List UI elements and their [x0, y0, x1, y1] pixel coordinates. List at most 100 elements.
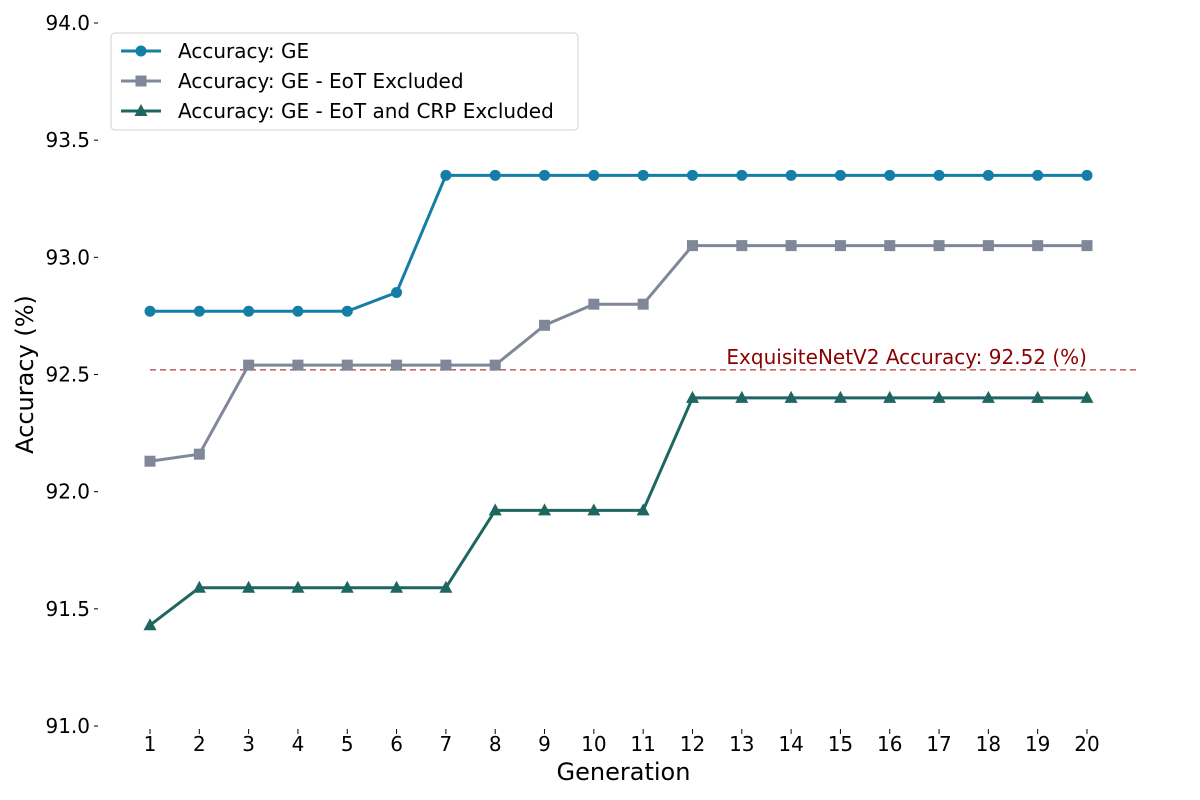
- data-point: [637, 169, 649, 181]
- series-2: [144, 240, 1093, 467]
- data-point: [243, 305, 255, 317]
- y-tick-label: 94.0: [45, 11, 90, 35]
- data-point: [785, 169, 797, 181]
- x-tick-label: 18: [976, 732, 1001, 756]
- data-point: [784, 390, 798, 403]
- x-axis: 1 2 3 4 5 6 7 8 9 10 11 12 13 14 15 16 17 18 19 20: [144, 729, 1100, 756]
- data-point: [637, 298, 649, 310]
- data-point: [144, 455, 156, 467]
- data-point: [636, 503, 650, 516]
- data-point: [340, 580, 354, 593]
- series-3: [143, 390, 1094, 631]
- data-point: [193, 448, 205, 460]
- x-tick-label: 10: [581, 732, 606, 756]
- reference-line-group: ExquisiteNetV2 Accuracy: 92.52 (%): [150, 345, 1137, 371]
- x-tick-label: 12: [680, 732, 705, 756]
- data-point: [982, 240, 994, 252]
- x-tick-label: 8: [489, 732, 502, 756]
- x-tick-label: 16: [877, 732, 902, 756]
- legend-entry: Accuracy: GE - EoT and CRP Excluded: [121, 99, 554, 123]
- x-tick-label: 9: [538, 732, 551, 756]
- x-tick-label: 20: [1074, 732, 1099, 756]
- reference-line-label: ExquisiteNetV2 Accuracy: 92.52 (%): [726, 345, 1087, 369]
- series-line: [150, 173, 1087, 313]
- series-line: [149, 244, 1087, 463]
- x-tick-label: 17: [926, 732, 951, 756]
- x-tick-label: 6: [390, 732, 403, 756]
- x-tick-label: 4: [292, 732, 305, 756]
- legend-entry: Accuracy: GE: [121, 39, 309, 63]
- x-tick-label: 2: [193, 732, 206, 756]
- series-line: [149, 396, 1087, 627]
- data-point: [933, 169, 945, 181]
- y-axis-title: Accuracy (%): [11, 295, 39, 454]
- data-point: [539, 169, 551, 181]
- y-axis: 91.0 91.5 92.0 92.5 93.0 93.5 94.0: [45, 11, 98, 738]
- data-point: [489, 359, 501, 371]
- legend-marker: [134, 104, 148, 116]
- data-point: [685, 390, 699, 403]
- x-tick-label: 7: [440, 732, 453, 756]
- y-tick-label: 92.5: [45, 363, 90, 387]
- data-point: [884, 240, 896, 252]
- y-tick-label: 93.0: [45, 245, 90, 269]
- data-point: [833, 390, 847, 403]
- data-point: [883, 390, 897, 403]
- legend-label: Accuracy: GE: [178, 39, 309, 63]
- data-point: [834, 240, 846, 252]
- data-point: [439, 580, 453, 593]
- data-point: [1032, 169, 1044, 181]
- data-point: [1081, 240, 1093, 252]
- data-point: [143, 618, 157, 631]
- legend-box: [110, 32, 579, 131]
- x-tick-label: 14: [778, 732, 803, 756]
- data-point: [982, 169, 994, 181]
- x-tick-label: 11: [630, 732, 655, 756]
- data-point: [933, 240, 945, 252]
- x-axis-title: Generation: [557, 758, 691, 786]
- data-point: [391, 286, 403, 298]
- data-point: [291, 580, 305, 593]
- data-point: [686, 240, 698, 252]
- data-point: [390, 580, 404, 593]
- data-point: [1081, 169, 1093, 181]
- data-point: [736, 240, 748, 252]
- data-point: [440, 169, 452, 181]
- data-point: [588, 298, 600, 310]
- x-tick-label: 19: [1025, 732, 1050, 756]
- data-point: [981, 390, 995, 403]
- x-tick-label: 13: [729, 732, 754, 756]
- data-point: [834, 169, 846, 181]
- series-1: [144, 169, 1093, 317]
- data-point: [144, 305, 156, 317]
- data-point: [193, 305, 205, 317]
- data-point: [884, 169, 896, 181]
- data-point: [686, 169, 698, 181]
- legend-entry: Accuracy: GE - EoT Excluded: [121, 69, 464, 93]
- data-point: [587, 503, 601, 516]
- data-point: [736, 169, 748, 181]
- y-tick-label: 92.0: [45, 480, 90, 504]
- data-point: [488, 503, 502, 516]
- data-point: [440, 359, 452, 371]
- data-point: [1080, 390, 1094, 403]
- data-point: [539, 319, 551, 331]
- legend-marker: [135, 75, 147, 87]
- y-tick-label: 91.5: [45, 597, 90, 621]
- x-tick-label: 15: [828, 732, 853, 756]
- data-point: [391, 359, 403, 371]
- y-tick-label: 91.0: [45, 714, 90, 738]
- data-point: [785, 240, 797, 252]
- data-point: [588, 169, 600, 181]
- data-point: [489, 169, 501, 181]
- legend-marker: [135, 45, 147, 57]
- x-tick-label: 1: [144, 732, 157, 756]
- data-point: [192, 580, 206, 593]
- data-point: [243, 359, 255, 371]
- series-layer: [143, 169, 1094, 631]
- data-point: [932, 390, 946, 403]
- data-point: [538, 503, 552, 516]
- x-tick-label: 3: [242, 732, 255, 756]
- y-tick-label: 93.5: [45, 128, 90, 152]
